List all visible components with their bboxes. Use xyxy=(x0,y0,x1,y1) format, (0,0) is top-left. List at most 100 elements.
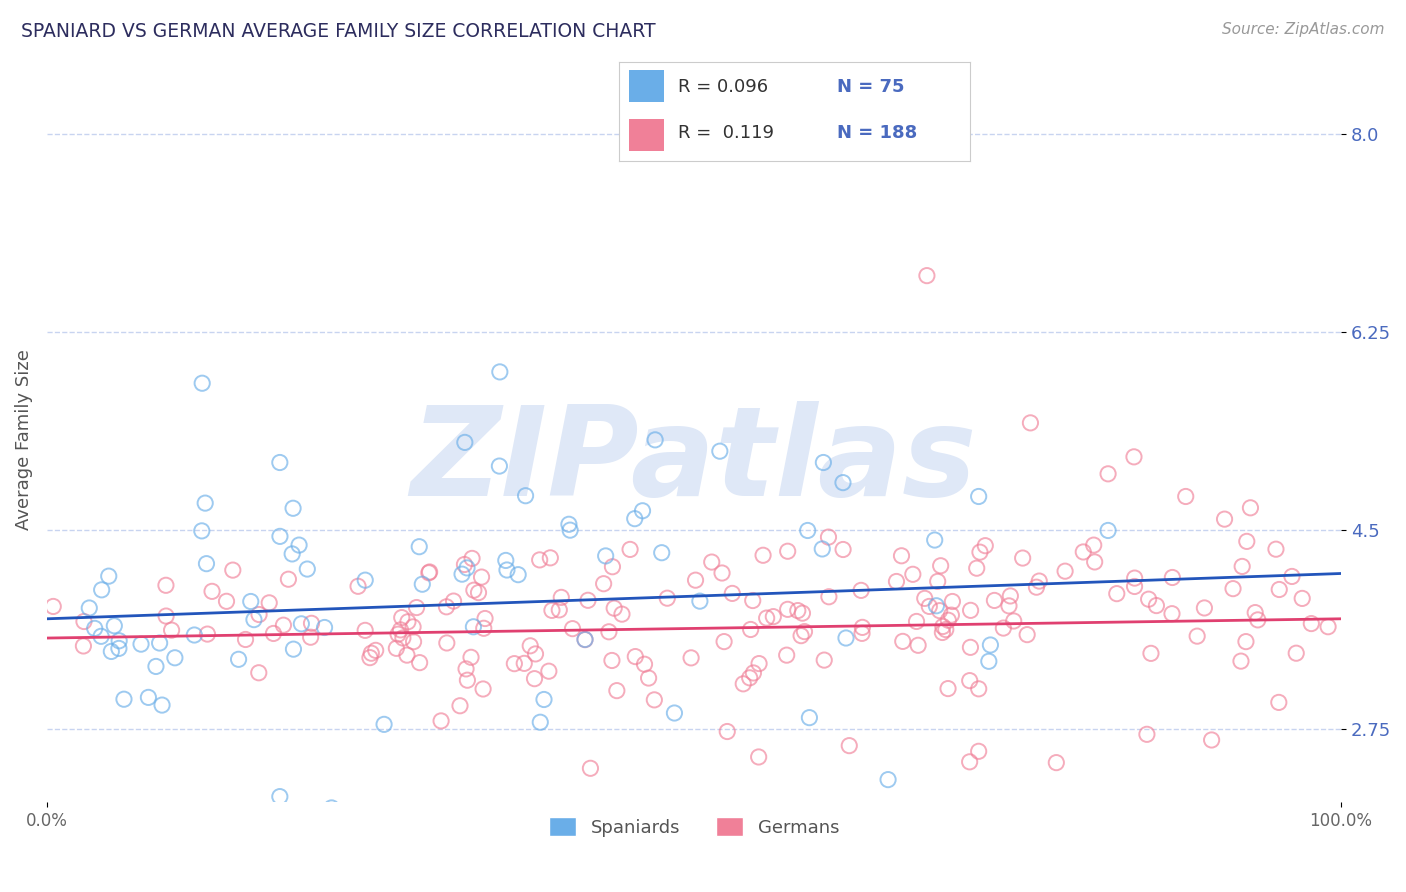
Point xyxy=(1011,551,1033,566)
Point xyxy=(832,475,855,490)
Point xyxy=(239,594,262,608)
Point xyxy=(97,569,120,583)
Point xyxy=(929,558,952,573)
Point xyxy=(558,517,581,532)
Point xyxy=(149,636,172,650)
Point xyxy=(700,555,723,569)
Point xyxy=(1265,542,1288,557)
Point xyxy=(796,524,818,538)
Point xyxy=(1201,733,1223,747)
Point xyxy=(155,578,177,592)
Point xyxy=(786,604,808,618)
Point xyxy=(359,650,381,665)
Point xyxy=(925,599,948,613)
Point xyxy=(408,540,430,554)
Point xyxy=(776,544,799,558)
Point xyxy=(515,489,537,503)
Point xyxy=(1144,599,1167,613)
Point xyxy=(456,561,478,575)
Point xyxy=(1028,574,1050,588)
Point xyxy=(664,706,686,720)
Point xyxy=(405,600,427,615)
Point xyxy=(408,656,430,670)
Point xyxy=(273,618,295,632)
Point xyxy=(396,615,419,629)
Point xyxy=(373,717,395,731)
Text: R = 0.096: R = 0.096 xyxy=(678,78,769,96)
Point xyxy=(576,593,599,607)
Point xyxy=(931,625,953,640)
Point xyxy=(711,566,734,580)
Point xyxy=(936,681,959,696)
Point xyxy=(1140,646,1163,660)
Text: Source: ZipAtlas.com: Source: ZipAtlas.com xyxy=(1222,22,1385,37)
Point xyxy=(623,511,645,525)
Point xyxy=(886,574,908,589)
Point xyxy=(637,671,659,685)
Point xyxy=(364,643,387,657)
Point xyxy=(354,624,377,638)
Point xyxy=(1239,500,1261,515)
Point xyxy=(541,603,564,617)
Point xyxy=(243,613,266,627)
Point xyxy=(360,646,382,660)
Point xyxy=(624,649,647,664)
Point xyxy=(979,638,1001,652)
Point xyxy=(108,641,131,656)
Point xyxy=(281,547,304,561)
Point xyxy=(595,549,617,563)
Point xyxy=(283,642,305,657)
Point xyxy=(721,586,744,600)
Point xyxy=(657,591,679,606)
Point xyxy=(281,501,304,516)
Point xyxy=(392,631,415,645)
Point xyxy=(453,558,475,572)
Point xyxy=(449,698,471,713)
Point xyxy=(851,626,873,640)
Point xyxy=(1194,601,1216,615)
Point xyxy=(290,616,312,631)
Point xyxy=(1174,490,1197,504)
Point xyxy=(391,610,413,624)
Point xyxy=(247,607,270,622)
Text: N = 188: N = 188 xyxy=(837,124,917,142)
Point xyxy=(495,553,517,567)
Point xyxy=(1025,580,1047,594)
Point xyxy=(1285,646,1308,660)
Point xyxy=(1161,570,1184,584)
Point xyxy=(537,664,560,678)
Point xyxy=(716,724,738,739)
Point xyxy=(574,632,596,647)
Point xyxy=(402,620,425,634)
Point xyxy=(183,628,205,642)
Point xyxy=(977,654,1000,668)
Point xyxy=(263,626,285,640)
Point xyxy=(1185,629,1208,643)
Point xyxy=(470,570,492,584)
Point xyxy=(1317,620,1340,634)
Point xyxy=(191,376,214,391)
Point xyxy=(998,599,1021,613)
Point xyxy=(927,574,949,589)
Point xyxy=(150,698,173,712)
Point xyxy=(508,567,530,582)
Point xyxy=(112,692,135,706)
Point xyxy=(967,744,990,758)
Point xyxy=(42,599,65,614)
Text: R =  0.119: R = 0.119 xyxy=(678,124,775,142)
Point xyxy=(523,672,546,686)
Point xyxy=(631,504,654,518)
Point xyxy=(914,591,936,606)
Point xyxy=(1123,579,1146,593)
Text: ZIPatlas: ZIPatlas xyxy=(411,401,977,522)
Point xyxy=(201,584,224,599)
Point xyxy=(108,633,131,648)
Point xyxy=(619,542,641,557)
Point xyxy=(966,561,988,575)
Point xyxy=(959,640,981,655)
Point xyxy=(1097,524,1119,538)
Point xyxy=(277,572,299,586)
Point xyxy=(776,602,799,616)
Point xyxy=(935,623,957,637)
Point xyxy=(90,582,112,597)
